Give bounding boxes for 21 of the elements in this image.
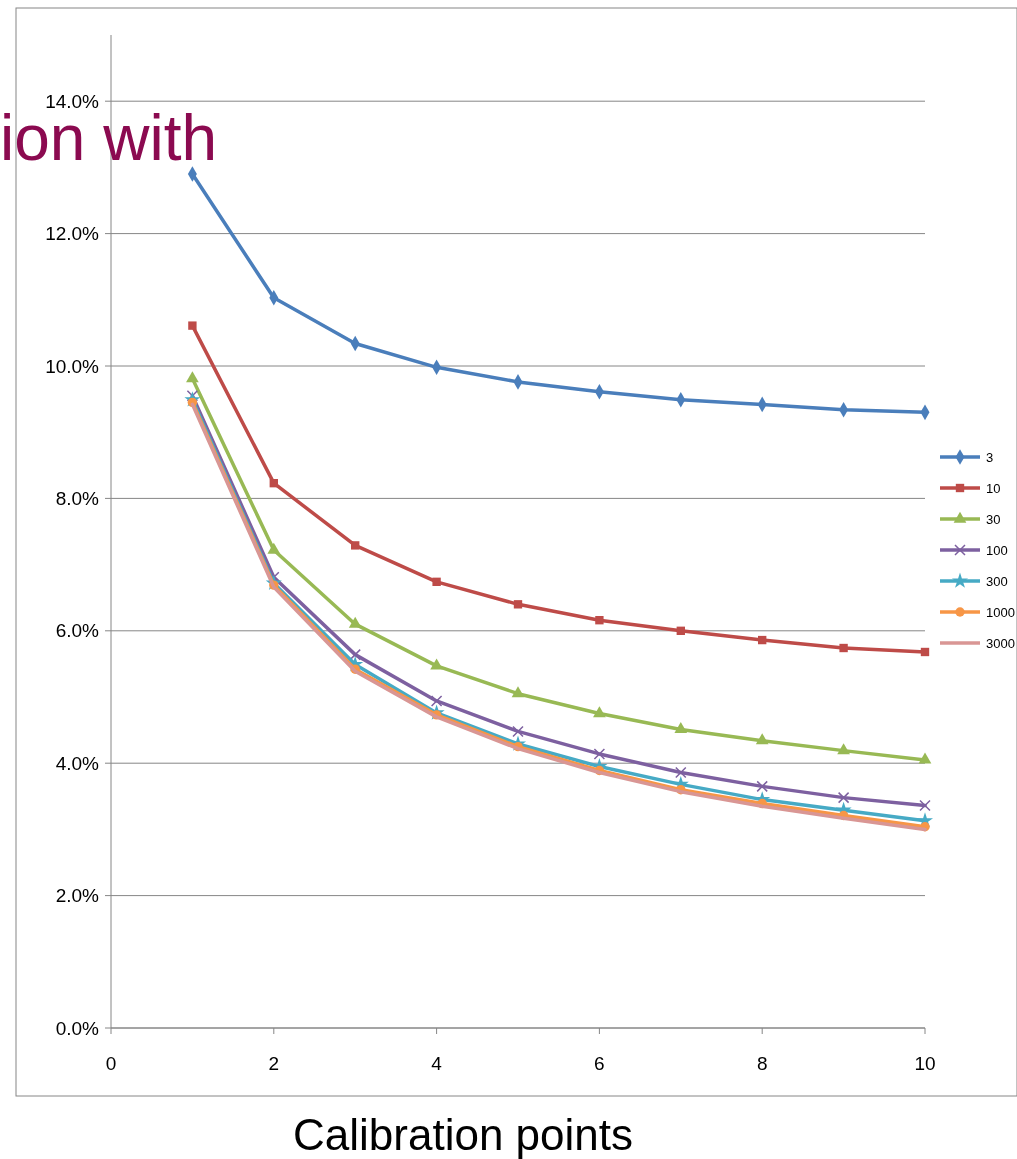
x-tick-label: 4	[431, 1053, 443, 1074]
y-tick-label: 0.0%	[55, 1017, 100, 1039]
legend-label: 10	[986, 480, 1001, 496]
legend-label: 100	[986, 542, 1008, 558]
x-tick-label: 0	[105, 1053, 117, 1074]
legend-label: 3000	[986, 635, 1015, 651]
legend-label: 1000	[986, 604, 1015, 620]
y-tick-label: 2.0%	[55, 885, 100, 907]
y-tick-label: 4.0%	[55, 752, 100, 774]
y-tick-label: 10.0%	[45, 355, 100, 377]
x-tick-label: 8	[756, 1053, 768, 1074]
y-tick-label: 6.0%	[55, 620, 100, 642]
legend-label: 3	[986, 449, 994, 465]
legend-label: 300	[986, 573, 1008, 589]
x-axis-title: Calibration points	[293, 1110, 633, 1159]
x-tick-label: 6	[594, 1053, 605, 1074]
x-tick-label: 10	[914, 1053, 936, 1074]
x-tick-label: 2	[268, 1053, 280, 1074]
legend-label: 30	[986, 511, 1001, 527]
y-tick-label: 12.0%	[45, 223, 100, 245]
y-tick-label: 8.0%	[55, 488, 100, 510]
